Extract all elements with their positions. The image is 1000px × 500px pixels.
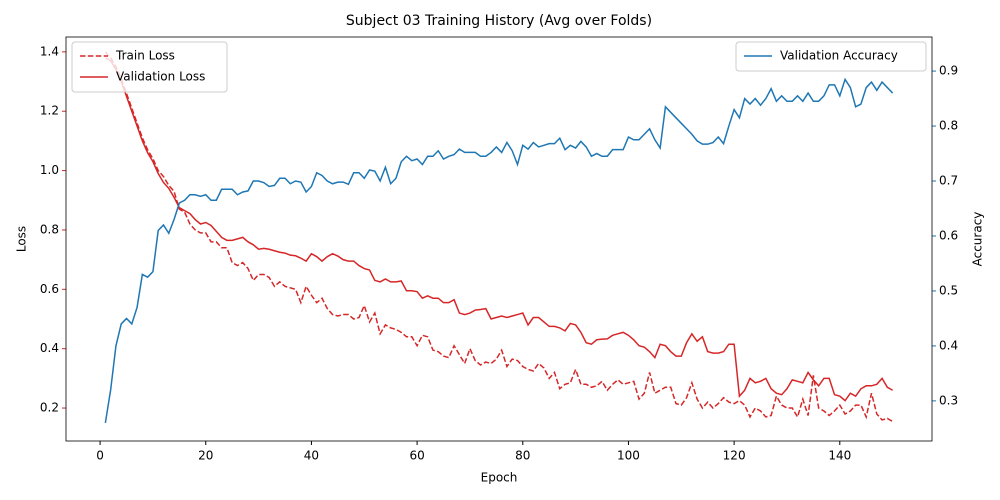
x-tick-label: 120 xyxy=(723,449,746,463)
y-tick-label: 0.6 xyxy=(40,282,59,296)
y2-tick-label: 0.5 xyxy=(939,283,958,297)
x-tick-label: 80 xyxy=(515,449,530,463)
chart-title: Subject 03 Training History (Avg over Fo… xyxy=(346,13,652,29)
legend-label: Train Loss xyxy=(115,49,175,63)
y2-axis-label: Accuracy xyxy=(971,212,985,267)
legend-box xyxy=(735,41,927,72)
y2-tick-label: 0.6 xyxy=(939,228,958,242)
x-tick-label: 0 xyxy=(96,449,104,463)
series-line xyxy=(104,77,894,423)
legend-label: Validation Loss xyxy=(116,70,205,84)
x-tick-label: 140 xyxy=(828,449,851,463)
y-axis-label: Loss xyxy=(15,226,29,252)
y2-tick-label: 0.9 xyxy=(939,64,958,78)
x-tick-label: 40 xyxy=(304,449,319,463)
y-tick-label: 1.4 xyxy=(40,44,59,58)
legend-label: Validation Accuracy xyxy=(780,49,898,63)
y-tick-label: 0.4 xyxy=(40,341,59,355)
x-axis-label: Epoch xyxy=(481,471,518,485)
y-tick-label: 0.2 xyxy=(40,401,59,415)
y2-tick-label: 0.8 xyxy=(939,119,958,133)
y2-tick-label: 0.3 xyxy=(939,393,958,407)
y2-tick-label: 0.7 xyxy=(939,174,958,188)
y-tick-label: 1.0 xyxy=(40,163,59,177)
y-tick-label: 1.2 xyxy=(40,104,59,118)
x-tick-label: 100 xyxy=(617,449,640,463)
legend-box xyxy=(71,41,228,93)
y2-tick-label: 0.4 xyxy=(939,338,958,352)
series-line xyxy=(104,51,894,423)
x-tick-label: 60 xyxy=(409,449,424,463)
plot-frame xyxy=(65,36,933,442)
series-line xyxy=(104,57,894,402)
y-tick-label: 0.8 xyxy=(40,222,59,236)
x-tick-label: 20 xyxy=(198,449,213,463)
